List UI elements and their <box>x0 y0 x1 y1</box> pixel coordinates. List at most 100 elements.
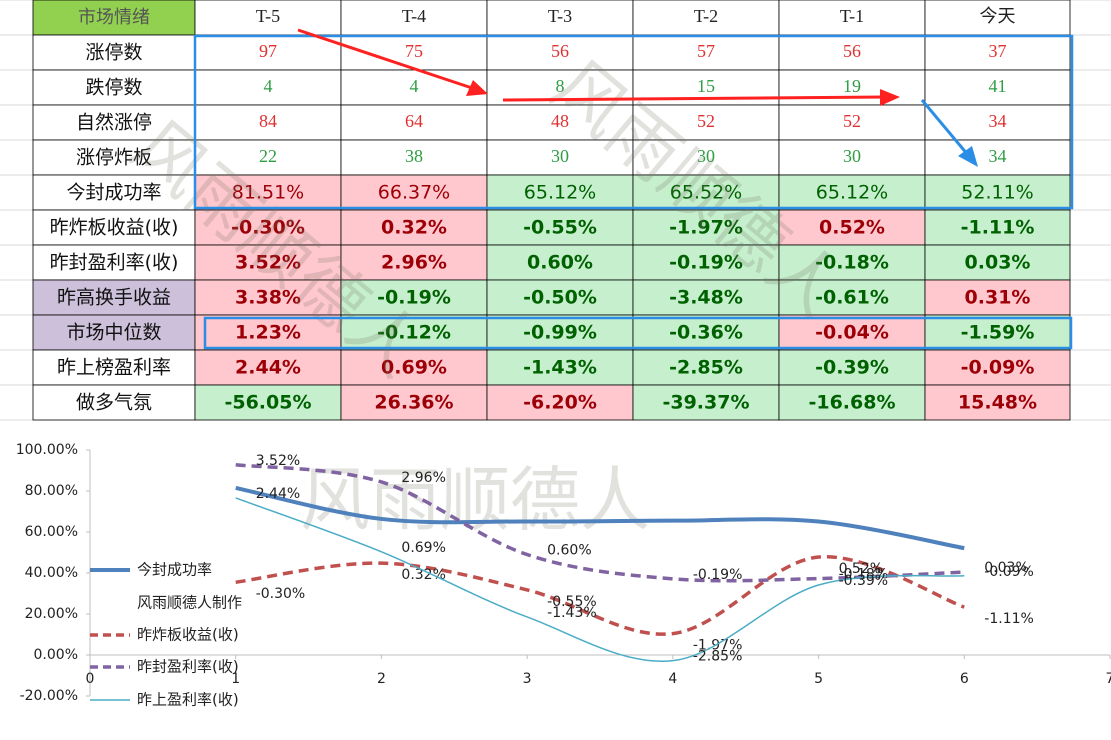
header-text: 市场情绪 <box>78 7 150 28</box>
cell <box>924 349 1071 386</box>
cell <box>632 314 780 351</box>
cell <box>924 139 1071 176</box>
cell-text: 2.44% <box>235 357 301 379</box>
cell-text: -0.04% <box>815 322 889 344</box>
row-label-cell <box>32 244 196 281</box>
arrow <box>297 28 479 92</box>
y-tick-label: -20.00% <box>20 688 78 704</box>
cell <box>486 139 634 176</box>
row-label-cell <box>32 209 196 246</box>
data-label: 0.32% <box>401 567 445 583</box>
series-line <box>235 497 965 662</box>
cell <box>486 174 634 211</box>
cell-text: 48 <box>551 111 569 131</box>
cell <box>340 314 488 351</box>
cell <box>486 34 634 71</box>
cell-text: -39.37% <box>662 392 749 414</box>
cell-text: 34 <box>989 146 1007 166</box>
cell-text: 38 <box>405 146 423 166</box>
row-label: 昨上榜盈利率 <box>57 357 171 379</box>
header-text: T-3 <box>548 6 572 26</box>
x-tick-label: 6 <box>960 671 969 687</box>
cell-text: 52.11% <box>961 182 1033 204</box>
data-label: -0.09% <box>984 564 1034 580</box>
data-label: 0.60% <box>547 543 591 559</box>
arrow <box>502 95 886 102</box>
data-label: -0.19% <box>693 567 743 583</box>
cell <box>778 139 926 176</box>
cell <box>194 69 342 106</box>
x-tick-label: 4 <box>668 671 677 687</box>
arrow-head <box>880 89 900 106</box>
cell <box>486 279 634 316</box>
cell-text: -0.30% <box>231 217 305 239</box>
highlight-box <box>193 34 1074 210</box>
data-label: -1.97% <box>693 638 743 654</box>
cell-text: 37 <box>989 41 1007 61</box>
y-tick-label: 100.00% <box>16 442 78 458</box>
cell-text: 41 <box>989 76 1007 96</box>
cell-text: 0.31% <box>965 287 1031 309</box>
cell-text: -0.50% <box>523 287 597 309</box>
data-label: -1.11% <box>984 611 1034 627</box>
row-label-cell <box>32 349 196 386</box>
cell <box>632 279 780 316</box>
legend-label: 今封成功率 <box>137 561 212 579</box>
row-label: 市场中位数 <box>66 322 161 344</box>
cell-text: 97 <box>259 41 277 61</box>
data-label: 3.52% <box>256 453 300 469</box>
header-cell <box>32 0 196 36</box>
cell <box>194 279 342 316</box>
cell-text: 3.38% <box>235 287 301 309</box>
cell-text: -0.61% <box>815 287 889 309</box>
data-label: -2.85% <box>693 649 743 665</box>
header-text: 今天 <box>980 6 1016 26</box>
cell <box>924 34 1071 71</box>
cell-text: 66.37% <box>378 182 450 204</box>
x-tick-label: 7 <box>1106 671 1111 687</box>
cell <box>486 349 634 386</box>
row-label: 今封成功率 <box>66 182 161 204</box>
row-label-cell <box>32 384 196 421</box>
data-label: 0.52% <box>839 561 883 577</box>
data-label: -0.55% <box>547 594 597 610</box>
annotations <box>193 28 1074 350</box>
cell <box>924 244 1071 281</box>
cell <box>924 209 1071 246</box>
cell <box>778 384 926 421</box>
cell <box>632 209 780 246</box>
row-label-cell <box>32 279 196 316</box>
y-tick-label: 80.00% <box>25 483 78 499</box>
cell <box>632 244 780 281</box>
cell-text: 19 <box>843 76 861 96</box>
cell <box>486 314 634 351</box>
chart: 风雨顺德人 -20.00% 0.00% 20.00% 40.00% 60.00% 80.00… <box>16 442 1111 709</box>
cell-text: -0.36% <box>669 322 743 344</box>
cell <box>778 349 926 386</box>
x-tick-label: 0 <box>86 671 95 687</box>
cell <box>340 384 488 421</box>
header-text: T-2 <box>694 6 718 26</box>
row-label-cell <box>32 34 196 71</box>
cell-text: -0.39% <box>815 357 889 379</box>
cell-text: 84 <box>259 111 277 131</box>
row-label-cell <box>32 69 196 106</box>
x-tick-label: 2 <box>377 671 386 687</box>
cell-text: 26.36% <box>374 392 453 414</box>
cell-text: -0.19% <box>377 287 451 309</box>
cell-text: 65.52% <box>670 182 742 204</box>
cell <box>340 279 488 316</box>
cell-text: 0.52% <box>819 217 885 239</box>
cell-text: 34 <box>989 111 1007 131</box>
watermark: 风雨顺德人 <box>300 459 650 541</box>
cell-text: -1.11% <box>961 217 1035 239</box>
cell <box>778 69 926 106</box>
cell-text: 22 <box>259 146 277 166</box>
cell-text: 30 <box>697 146 715 166</box>
cell-text: -0.18% <box>815 252 889 274</box>
cell-text: 30 <box>843 146 861 166</box>
cell-text: 81.51% <box>232 182 304 204</box>
data-label: 0.69% <box>401 540 445 556</box>
series-line <box>235 463 965 583</box>
